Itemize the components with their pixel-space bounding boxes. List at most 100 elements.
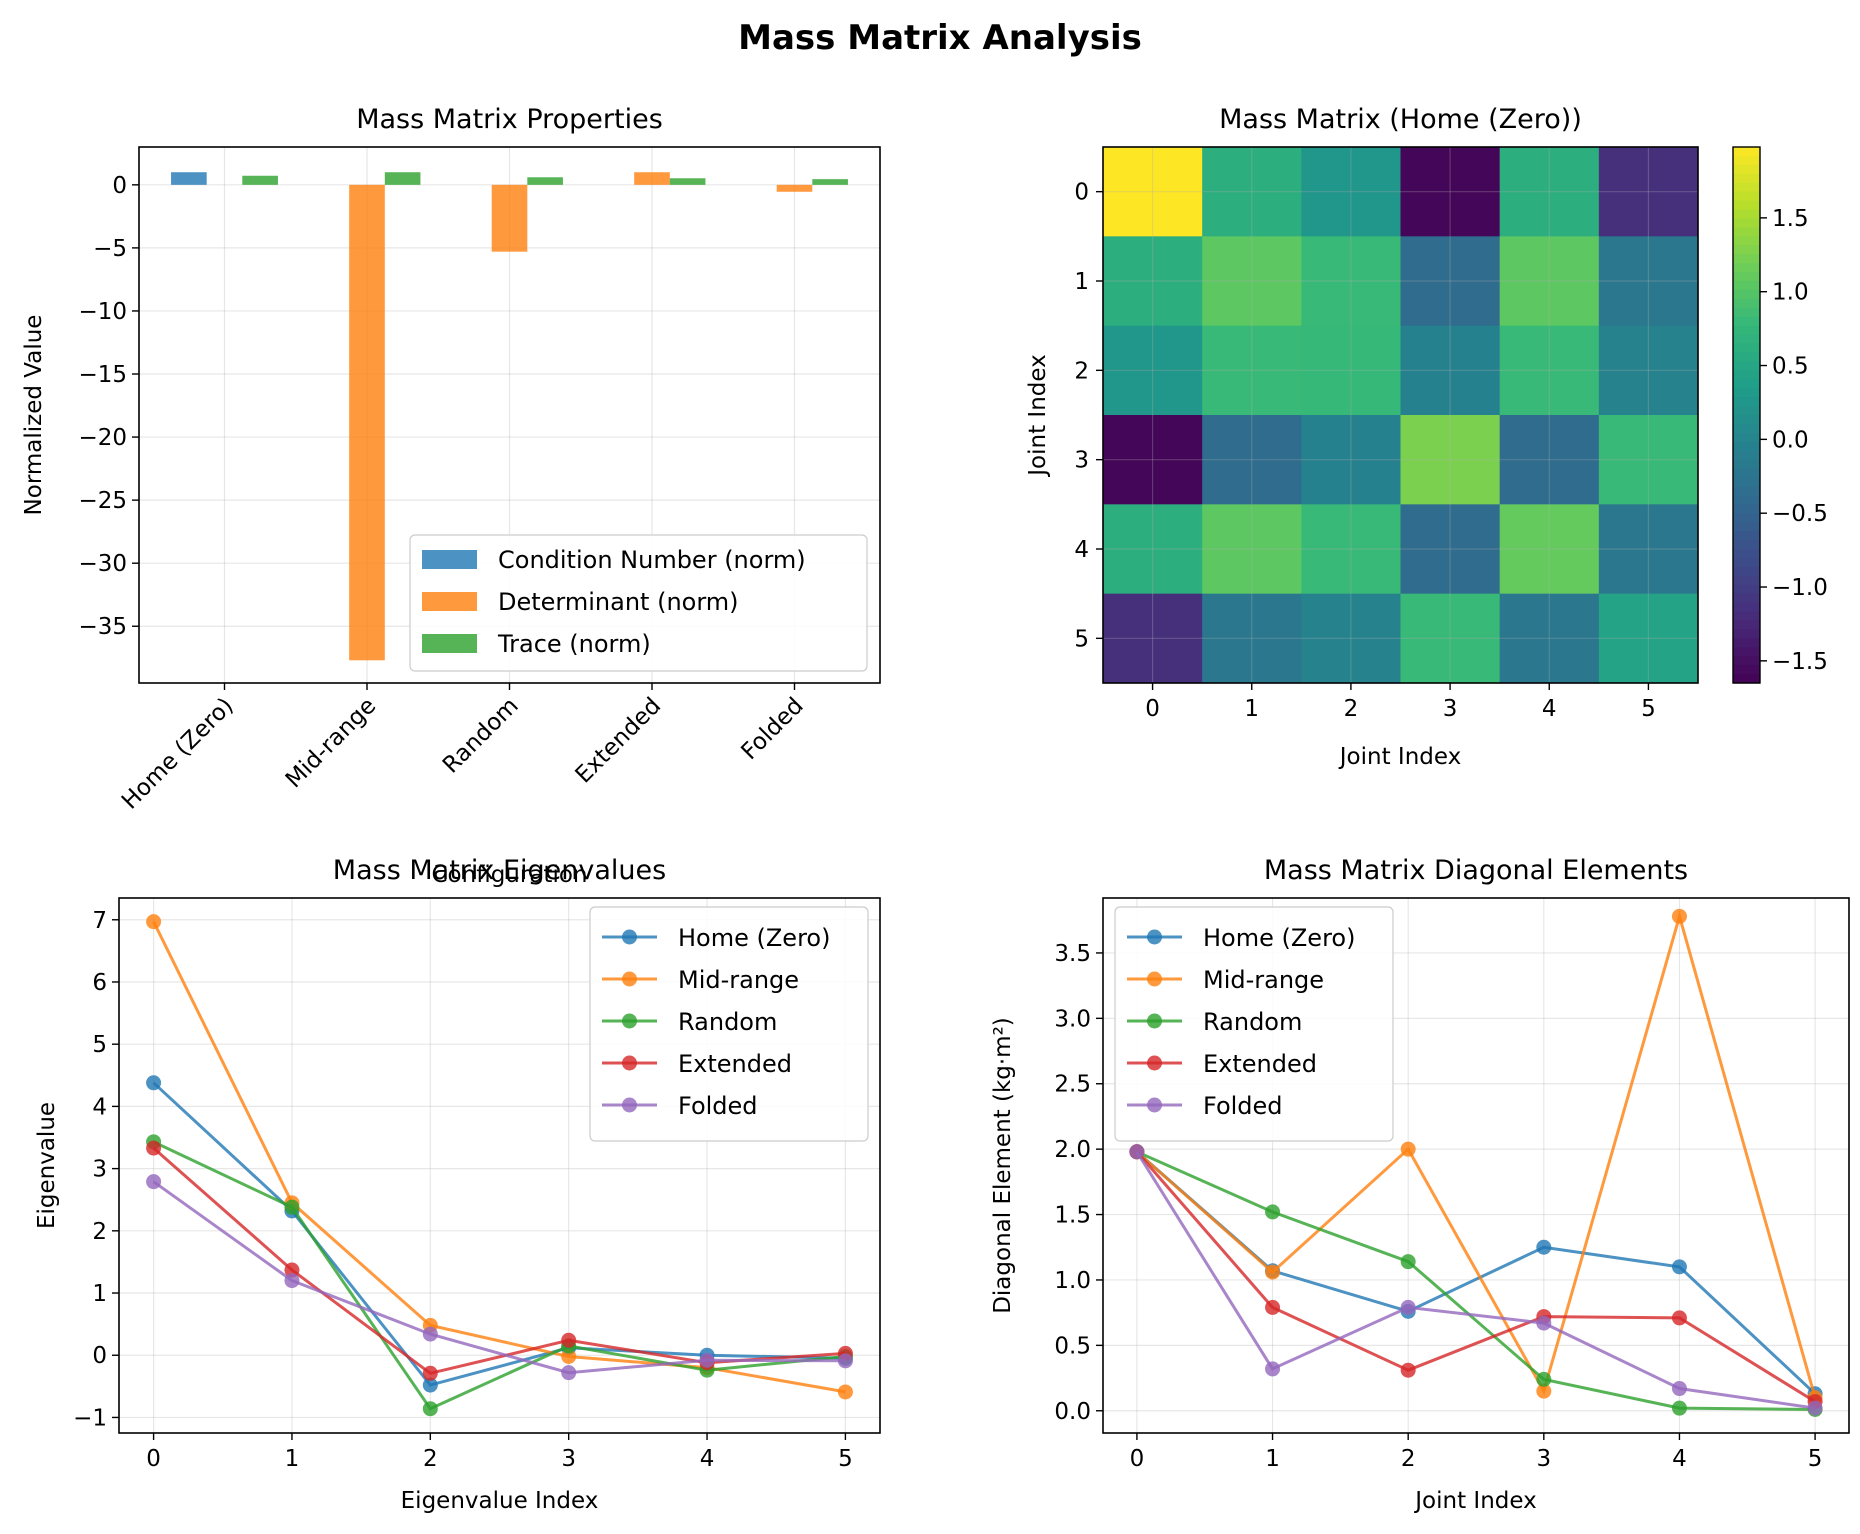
- colorbar-segment: [1733, 584, 1760, 595]
- data-point: [1400, 1299, 1416, 1315]
- y-tick-label: 3.0: [1054, 1006, 1091, 1032]
- bar-trace: [527, 177, 563, 185]
- y-tick-label: 1: [1074, 269, 1089, 295]
- legend-label: Folded: [1203, 1092, 1283, 1120]
- y-tick-label: 0: [1074, 180, 1089, 206]
- colorbar-segment: [1733, 602, 1760, 613]
- data-point: [561, 1365, 577, 1381]
- colorbar-segment: [1733, 147, 1760, 157]
- y-axis-label: Eigenvalue: [34, 1102, 60, 1229]
- bar-determinant: [349, 184, 385, 661]
- colorbar-segment: [1733, 316, 1760, 327]
- legend-swatch: [422, 634, 477, 653]
- colorbar-segment: [1733, 164, 1760, 175]
- legend-marker: [1147, 929, 1162, 945]
- colorbar-segment: [1733, 549, 1760, 559]
- x-axis-label: Joint Index: [1413, 1488, 1536, 1514]
- colorbar-segment: [1733, 540, 1760, 550]
- data-point: [1265, 1299, 1281, 1315]
- heatmap-cell: [1598, 325, 1699, 416]
- heatmap-cell: [1499, 325, 1600, 416]
- legend: Home (Zero) Mid-range Random Extended Folded: [589, 906, 869, 1142]
- heatmap-cell: [1499, 415, 1600, 505]
- legend-label: Home (Zero): [678, 924, 830, 952]
- panel-title: Mass Matrix Properties: [356, 104, 663, 135]
- bar-determinant: [634, 172, 670, 185]
- colorbar-segment: [1733, 620, 1760, 630]
- colorbar-segment: [1733, 522, 1760, 532]
- y-tick-label: 1.0: [1054, 1268, 1091, 1294]
- heatmap-cell: [1301, 325, 1401, 416]
- colorbar-segment: [1733, 611, 1760, 622]
- data-point: [837, 1384, 853, 1400]
- heatmap-cell: [1499, 236, 1600, 327]
- y-tick-label: −25: [78, 488, 127, 514]
- bar-trace: [669, 178, 706, 185]
- colorbar-segment: [1733, 415, 1760, 425]
- heatmap-cell: [1301, 236, 1401, 327]
- legend-label: Mid-range: [678, 966, 799, 994]
- legend-swatch: [422, 592, 477, 611]
- data-point: [284, 1199, 300, 1215]
- bar-determinant: [776, 184, 813, 192]
- eigenvalues-line-panel: 0 1 2 3 4 5 −1 0 1 2 3 4 5 6 7 Mass Matrix Eigenvalues E…: [34, 855, 881, 1514]
- x-tick-label: 1: [1265, 1446, 1280, 1472]
- data-point: [284, 1273, 300, 1289]
- y-tick-label: 3: [1074, 448, 1089, 474]
- diagonal-elements-line-panel: 0 1 2 3 4 5 0.0 0.5 1.0 1.5 2.0 2.5 3.0 3.5 Mass Matri…: [990, 855, 1850, 1514]
- data-point: [146, 914, 162, 930]
- y-tick-label: 0.5: [1054, 1333, 1091, 1359]
- data-point: [284, 1262, 300, 1278]
- colorbar-tick-label: 0.5: [1772, 354, 1809, 380]
- heatmap-cell: [1202, 236, 1302, 327]
- data-point: [1265, 1361, 1281, 1377]
- colorbar-segment: [1733, 209, 1760, 220]
- x-axis-label: Eigenvalue Index: [401, 1488, 599, 1514]
- legend-label: Extended: [1203, 1050, 1317, 1078]
- y-tick-label: −35: [78, 614, 127, 640]
- y-tick-label: −10: [78, 299, 127, 325]
- colorbar-tick-label: −1.5: [1772, 649, 1828, 675]
- legend-marker: [622, 929, 637, 945]
- figure-title: Mass Matrix Analysis: [738, 18, 1142, 58]
- series-line: [152, 920, 846, 1394]
- heatmap-cell: [1202, 325, 1302, 416]
- legend-box: [1114, 906, 1394, 1142]
- heatmap-cell: [1202, 415, 1302, 505]
- x-tick-label: 0: [1145, 696, 1160, 722]
- colorbar-segment: [1733, 513, 1760, 523]
- data-point: [1265, 1204, 1281, 1220]
- colorbar-segment: [1733, 370, 1760, 380]
- y-tick-label: 2.0: [1054, 1137, 1091, 1163]
- colorbar-segment: [1733, 379, 1760, 389]
- data-point: [1807, 1400, 1823, 1416]
- data-point: [1129, 1144, 1145, 1160]
- y-tick-label: 7: [92, 908, 107, 934]
- data-point: [561, 1332, 577, 1348]
- series-line: [152, 1081, 846, 1387]
- y-tick-label: 5: [1074, 626, 1089, 652]
- data-point: [1400, 1141, 1416, 1157]
- legend-box: [409, 534, 868, 672]
- series-line: [1135, 910, 1817, 1399]
- data-point: [1671, 1400, 1687, 1416]
- data-point: [422, 1365, 438, 1381]
- axes-frame: [1102, 146, 1699, 684]
- x-tick-label: 0: [146, 1446, 161, 1472]
- colorbar-segment: [1733, 566, 1760, 577]
- colorbar-segment: [1733, 575, 1760, 586]
- colorbar-segment: [1733, 191, 1760, 202]
- colorbar-segment: [1733, 432, 1760, 443]
- colorbar-segment: [1733, 406, 1760, 416]
- colorbar-segment: [1733, 468, 1760, 479]
- bar-trace: [242, 175, 278, 185]
- heatmap-cell: [1301, 504, 1401, 595]
- heatmap-cell: [1400, 593, 1501, 684]
- y-tick-label: 2: [1074, 358, 1089, 384]
- series-line: [152, 1140, 846, 1411]
- colorbar-segment: [1733, 674, 1760, 684]
- y-tick-label: −1: [73, 1405, 107, 1431]
- colorbar: 1.5 1.0 0.5 0.0 −0.5 −1.0 −1.5: [1732, 146, 1828, 684]
- colorbar-segment: [1733, 227, 1760, 237]
